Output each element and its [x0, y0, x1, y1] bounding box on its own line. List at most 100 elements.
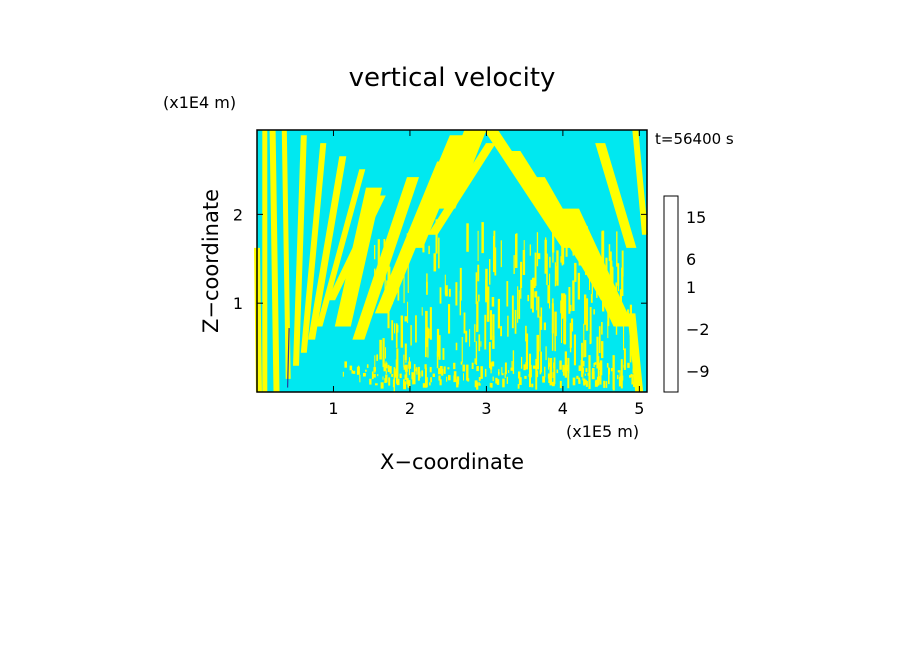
field-streak — [426, 273, 428, 288]
field-band — [308, 156, 347, 340]
plot-frame — [256, 129, 648, 393]
field-streak — [428, 245, 430, 255]
field-streak — [484, 314, 487, 350]
field-streak — [407, 301, 409, 323]
field-speckle — [633, 364, 636, 372]
field-speckle — [518, 371, 521, 379]
field-speckle — [491, 361, 495, 367]
field-streak — [561, 229, 563, 262]
field-streak — [589, 259, 590, 290]
field-streak — [536, 232, 539, 267]
field-streak — [607, 321, 609, 339]
field-speckle — [530, 369, 532, 378]
field-streak — [608, 244, 611, 262]
field-speckle — [395, 376, 398, 384]
x-tick-label: 1 — [328, 399, 338, 418]
field-streak — [429, 307, 432, 340]
field-streak — [463, 312, 466, 334]
field-streak — [410, 325, 412, 346]
field-speckle — [584, 373, 586, 376]
field-speckle — [373, 367, 376, 372]
field-streak — [425, 367, 427, 388]
field-speckle — [511, 361, 513, 368]
field-speckle — [542, 376, 545, 383]
field-streak — [381, 262, 383, 271]
field-speckle — [564, 368, 568, 371]
field-speckle — [518, 377, 522, 385]
field-speckle — [593, 363, 595, 367]
colorbar-tick-label: −9 — [686, 362, 710, 381]
field-streak — [489, 342, 491, 369]
field-speckle — [531, 383, 534, 388]
field-speckle — [562, 369, 565, 376]
field-streak — [476, 301, 479, 332]
field-streak — [477, 264, 480, 282]
field-streak — [619, 370, 621, 382]
field-speckle — [365, 369, 367, 372]
field-speckle — [375, 383, 378, 386]
field-speckle — [443, 366, 446, 374]
field-speckle — [524, 375, 527, 379]
field-streak — [554, 311, 557, 337]
colorbar-tick-label: −2 — [686, 320, 710, 339]
field-streak — [395, 323, 398, 348]
field-streak — [564, 351, 567, 378]
field-streak — [489, 259, 491, 285]
field-speckle — [415, 368, 417, 372]
field-streak — [517, 286, 519, 323]
field-speckle — [600, 371, 602, 378]
field-streak — [500, 326, 502, 337]
field-streak — [546, 253, 548, 286]
field-streak — [445, 285, 448, 297]
field-streak — [425, 310, 428, 348]
field-speckle — [597, 377, 600, 385]
field-streak — [522, 250, 526, 275]
field-streak — [572, 280, 575, 311]
field-streak — [608, 367, 610, 385]
field-streak — [436, 351, 439, 369]
field-speckle — [508, 370, 510, 373]
field-streak — [540, 307, 543, 330]
field-streak — [545, 346, 547, 361]
field-streak — [533, 277, 536, 288]
field-speckle — [385, 374, 388, 383]
field-streak — [426, 377, 428, 388]
field-streak — [448, 304, 451, 334]
field-streak — [469, 329, 471, 347]
field-streak — [442, 348, 445, 360]
field-streak — [382, 338, 385, 368]
field-streak — [407, 259, 409, 293]
field-speckle — [585, 368, 588, 372]
field-streak — [623, 348, 626, 370]
field-speckle — [387, 364, 390, 372]
colorbar-tick-label: 15 — [686, 208, 706, 227]
field-speckle — [478, 381, 480, 385]
field-speckle — [389, 366, 392, 374]
field-streak — [501, 367, 503, 375]
field-streak — [400, 315, 403, 348]
field-speckle — [622, 375, 624, 381]
field-streak — [493, 236, 495, 273]
y-tick-label: 2 — [233, 205, 243, 224]
field-streak — [567, 357, 570, 374]
field-streak — [529, 244, 531, 256]
field-speckle — [438, 375, 441, 381]
field-streak — [491, 297, 495, 307]
field-streak — [444, 274, 446, 295]
field-streak — [620, 359, 623, 389]
field-streak — [552, 298, 554, 304]
field-speckle — [617, 370, 621, 373]
field-streak — [556, 250, 559, 286]
field-streak — [619, 289, 622, 313]
field-band — [262, 130, 268, 392]
field-streak — [513, 255, 515, 274]
field-streak — [563, 317, 567, 345]
field-streak — [553, 357, 556, 385]
field-streak — [397, 282, 400, 301]
field-streak — [527, 294, 530, 302]
field-streak — [455, 342, 458, 351]
field-speckle — [572, 377, 576, 386]
field-speckle — [605, 381, 608, 388]
field-speckle — [578, 377, 580, 382]
field-streak — [425, 337, 427, 358]
